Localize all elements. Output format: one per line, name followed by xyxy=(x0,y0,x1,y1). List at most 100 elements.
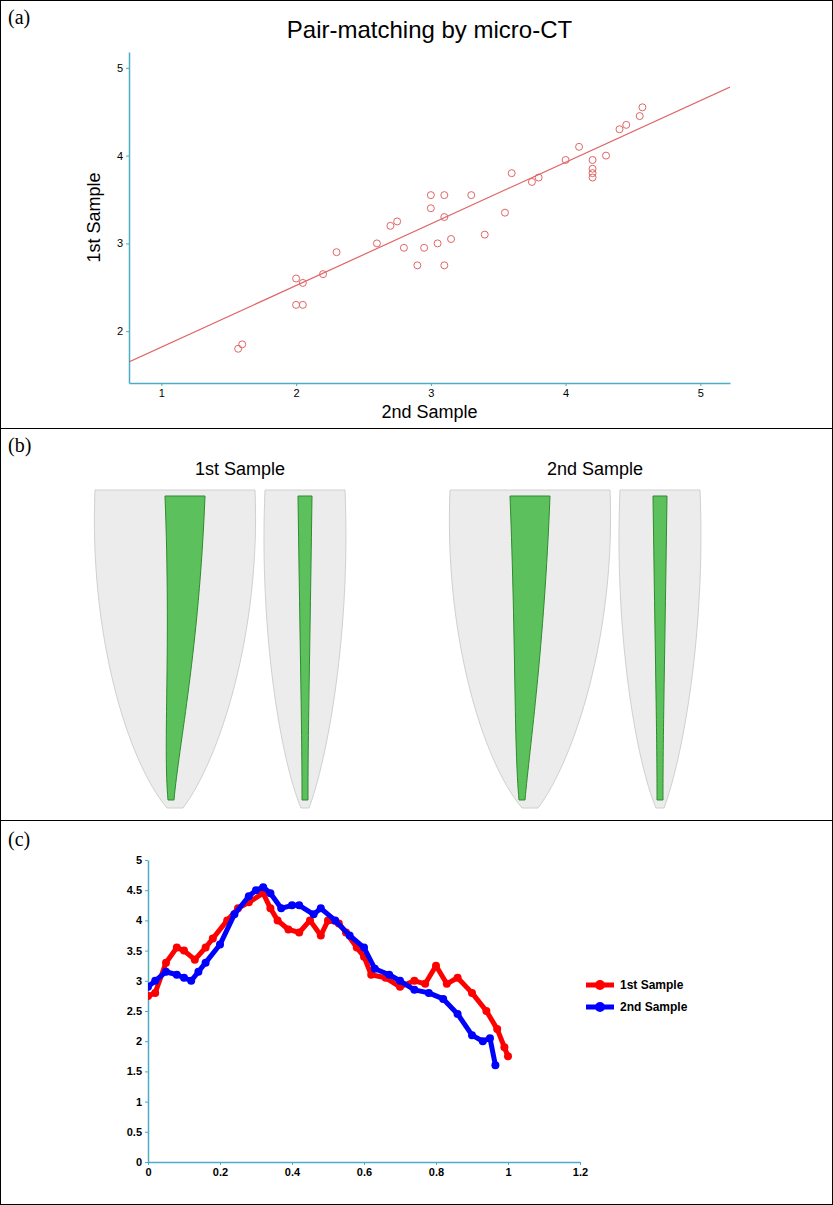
series-point xyxy=(173,944,181,952)
tick: 3 xyxy=(428,383,434,399)
tick-label: 4 xyxy=(117,150,123,162)
tick-label: 5 xyxy=(117,62,123,74)
root-canal xyxy=(298,496,312,800)
tick-label: 4.5 xyxy=(127,884,142,896)
scatter-point xyxy=(508,170,515,177)
axis: 00.511.522.533.544.55 xyxy=(127,854,149,1168)
tick-mark xyxy=(436,1162,437,1165)
tooth-render xyxy=(264,490,346,808)
series-point xyxy=(162,959,170,967)
series-point xyxy=(468,989,476,997)
series-point xyxy=(187,977,195,985)
tick: 2 xyxy=(294,383,300,399)
tick-mark xyxy=(145,951,148,952)
tick-mark xyxy=(364,1162,365,1165)
tick-label: 3 xyxy=(136,975,142,987)
tick-label: 1 xyxy=(159,387,165,399)
scatter-point xyxy=(239,341,246,348)
series-point xyxy=(468,1031,476,1039)
tick-mark xyxy=(161,383,162,386)
series-point xyxy=(346,932,354,940)
series-point xyxy=(360,944,368,952)
series-point xyxy=(410,977,418,985)
tick: 3 xyxy=(136,975,148,987)
tick-mark xyxy=(296,383,297,386)
tick: 0 xyxy=(136,1156,148,1168)
legend-entry: 1st Sample xyxy=(586,978,684,992)
tick: 0.6 xyxy=(357,1162,372,1178)
series-point xyxy=(454,974,462,982)
tick-label: 3 xyxy=(117,237,123,249)
scatter-point xyxy=(414,262,421,269)
tick-mark xyxy=(126,331,129,332)
tick: 1 xyxy=(136,1096,148,1108)
series-point xyxy=(173,971,181,979)
tooth-render xyxy=(94,490,255,808)
tick: 4 xyxy=(563,383,569,399)
tick-label: 0 xyxy=(136,1156,142,1168)
root-canal xyxy=(653,496,667,800)
scatter-point xyxy=(589,156,596,163)
tick: 3.5 xyxy=(127,945,148,957)
tick-mark xyxy=(145,1162,148,1163)
tick-label: 0.5 xyxy=(127,1126,142,1138)
tick: 5 xyxy=(136,854,148,866)
series-point xyxy=(209,935,217,943)
tick: 1.5 xyxy=(127,1065,148,1077)
tick-label: 0.6 xyxy=(357,1166,372,1178)
series-point xyxy=(493,1025,501,1033)
series-point xyxy=(439,995,447,1003)
series-point xyxy=(500,1043,508,1051)
series-point xyxy=(454,1010,462,1018)
tick: 2.5 xyxy=(127,1005,148,1017)
scatter-point xyxy=(441,262,448,269)
tick-mark xyxy=(145,1132,148,1133)
scatter-point xyxy=(400,244,407,251)
tick-mark xyxy=(292,1162,293,1165)
series-point xyxy=(245,892,253,900)
panel-title: 2nd Sample xyxy=(547,459,643,479)
root-canal xyxy=(165,496,205,800)
x-axis-title: 2nd Sample xyxy=(381,402,477,422)
tick: 0 xyxy=(145,1162,151,1178)
series-point xyxy=(259,883,267,891)
tick-mark xyxy=(145,860,148,861)
tick-mark xyxy=(508,1162,509,1165)
series-point xyxy=(216,941,224,949)
tick-label: 1 xyxy=(505,1166,511,1178)
tick-label: 5 xyxy=(136,854,142,866)
axis: 1 2 3 4 5 xyxy=(130,383,731,399)
y-axis-title: 1st Sample xyxy=(84,172,104,262)
tick-mark xyxy=(145,1071,148,1072)
panel-label: (b) xyxy=(8,434,31,457)
tick: 4.5 xyxy=(127,884,148,896)
series-point xyxy=(385,971,393,979)
series-point xyxy=(180,947,188,955)
tick: 4 xyxy=(117,150,129,162)
panel-separator xyxy=(0,820,833,821)
tick-label: 3 xyxy=(428,387,434,399)
tick-label: 0.2 xyxy=(213,1166,228,1178)
panel-title: 1st Sample xyxy=(195,459,285,479)
chart-title: Pair-matching by micro-CT xyxy=(287,16,573,43)
tick-label: 1.2 xyxy=(573,1166,588,1178)
series-point xyxy=(148,983,152,991)
tick-mark xyxy=(145,981,148,982)
series-point xyxy=(295,928,303,936)
scatter-point xyxy=(636,113,643,120)
series-point xyxy=(396,977,404,985)
scatter-point xyxy=(387,222,394,229)
tick: 5 xyxy=(698,383,704,399)
scatter-point xyxy=(293,275,300,282)
tick-label: 2 xyxy=(117,325,123,337)
tick: 2 xyxy=(136,1035,148,1047)
series-point xyxy=(151,977,159,985)
scatter-point xyxy=(235,345,242,352)
tick: 1 xyxy=(159,383,165,399)
tick-mark xyxy=(145,920,148,921)
series-point xyxy=(288,901,296,909)
series-point xyxy=(194,968,202,976)
axis: 2 3 4 5 xyxy=(117,53,130,384)
series-point xyxy=(504,1052,512,1060)
tick-label: 4 xyxy=(563,387,569,399)
